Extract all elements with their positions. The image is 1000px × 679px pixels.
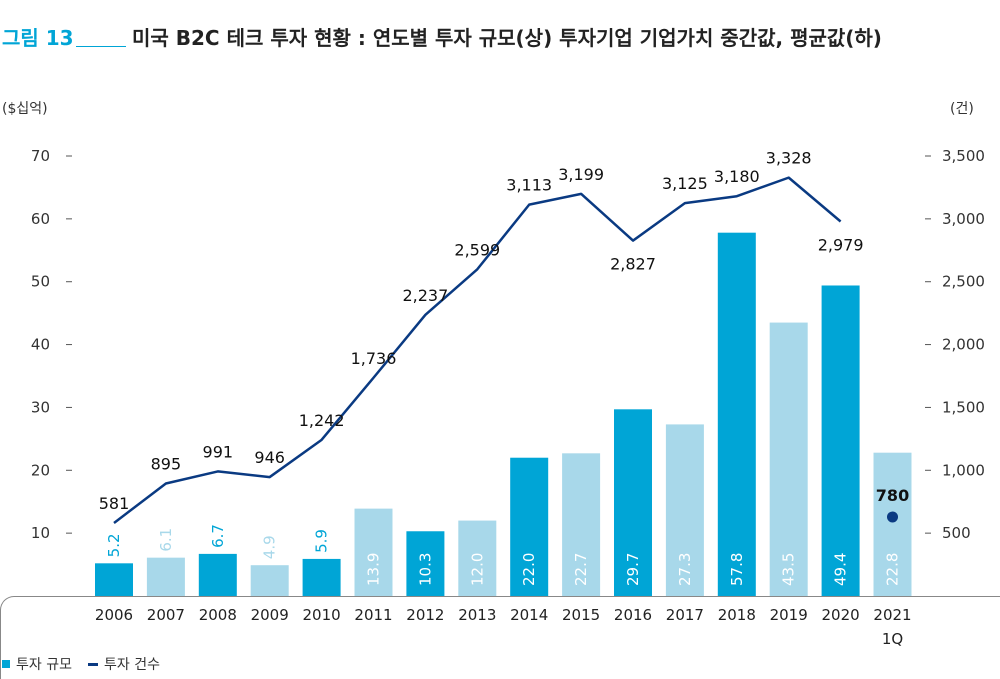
bar bbox=[458, 520, 497, 596]
bar-value-label: 22.8 bbox=[884, 553, 902, 586]
x-tick-label: 2012 bbox=[406, 606, 444, 624]
bar-value-label: 6.1 bbox=[157, 528, 175, 552]
x-tick-label: 2011 bbox=[354, 606, 392, 624]
bar-value-label: 5.9 bbox=[313, 529, 331, 553]
line-value-label: 3,180 bbox=[714, 167, 760, 186]
right-tick-label: 3,000 bbox=[942, 210, 985, 228]
line-value-label: 3,199 bbox=[558, 165, 604, 184]
right-tick-label: 2,500 bbox=[942, 273, 985, 291]
x-tick-label: 2009 bbox=[251, 606, 289, 624]
bar bbox=[821, 285, 860, 596]
bar bbox=[302, 558, 341, 596]
bar bbox=[717, 232, 756, 596]
line-value-label: 3,113 bbox=[506, 176, 552, 195]
bar bbox=[510, 457, 549, 596]
bar bbox=[665, 424, 704, 596]
bar bbox=[95, 563, 133, 596]
right-tick-label: 1,500 bbox=[942, 398, 985, 416]
legend: 투자 규모 투자 건수 bbox=[2, 654, 160, 674]
line-value-label: 3,328 bbox=[766, 149, 812, 168]
bar bbox=[406, 531, 445, 596]
legend-line-swatch bbox=[87, 662, 98, 666]
x-tick-label: 2013 bbox=[458, 606, 496, 624]
line-value-label: 2,599 bbox=[454, 240, 500, 259]
line-value-label: 1,242 bbox=[299, 411, 345, 430]
left-tick-label: 10 bbox=[31, 524, 50, 542]
line-value-label: 581 bbox=[99, 494, 130, 513]
legend-bar-swatch bbox=[2, 660, 10, 668]
bar-value-label: 43.5 bbox=[780, 553, 798, 586]
bar bbox=[614, 409, 652, 596]
x-tick-label: 2008 bbox=[199, 606, 237, 624]
figure-header: 그림 13 미국 B2C 테크 투자 현황 : 연도별 투자 규모(상) 투자기… bbox=[0, 22, 1000, 52]
left-axis-unit: ($십억) bbox=[2, 101, 48, 117]
x-tick-label: 2006 bbox=[95, 606, 133, 624]
bar bbox=[873, 452, 912, 596]
line-value-label: 1,736 bbox=[351, 349, 397, 368]
left-tick-label: 40 bbox=[31, 336, 50, 354]
x-tick-label: 2020 bbox=[822, 606, 860, 624]
line-value-label: 2,237 bbox=[402, 286, 448, 305]
line-value-label: 780 bbox=[876, 486, 909, 505]
figure-rule bbox=[76, 46, 126, 47]
x-tick-label: 2018 bbox=[718, 606, 756, 624]
bar bbox=[769, 322, 808, 596]
line-value-label: 3,125 bbox=[662, 174, 708, 193]
bar-value-label: 29.7 bbox=[624, 553, 642, 586]
right-tick-label: 1,000 bbox=[942, 461, 985, 479]
bar-value-label: 5.2 bbox=[105, 533, 123, 557]
x-tick-label: 2015 bbox=[562, 606, 600, 624]
bar-value-label: 10.3 bbox=[416, 553, 434, 586]
left-tick-label: 70 bbox=[31, 147, 50, 165]
right-tick-label: 500 bbox=[942, 524, 971, 542]
line-value-label: 2,979 bbox=[818, 235, 864, 254]
x-tick-label: 1Q bbox=[882, 630, 903, 648]
bar bbox=[250, 565, 289, 596]
figure-title: 미국 B2C 테크 투자 현황 : 연도별 투자 규모(상) 투자기업 기업가치… bbox=[132, 26, 882, 50]
line-value-label: 2,827 bbox=[610, 255, 656, 274]
right-tick-label: 3,500 bbox=[942, 147, 985, 165]
legend-line-label: 투자 건수 bbox=[103, 657, 160, 673]
x-tick-label: 2021 bbox=[873, 606, 911, 624]
x-tick-label: 2014 bbox=[510, 606, 548, 624]
line-point bbox=[887, 511, 898, 523]
left-tick-label: 50 bbox=[31, 273, 50, 291]
line-value-label: 946 bbox=[254, 448, 285, 467]
bar bbox=[146, 557, 185, 596]
bar-value-label: 13.9 bbox=[365, 553, 383, 586]
chart-frame bbox=[0, 596, 1000, 679]
x-tick-label: 2016 bbox=[614, 606, 652, 624]
bar-value-label: 22.7 bbox=[572, 553, 590, 586]
bar-value-label: 57.8 bbox=[728, 553, 746, 586]
bar bbox=[198, 553, 237, 596]
bar-value-label: 49.4 bbox=[832, 553, 850, 586]
bar-value-label: 6.7 bbox=[209, 524, 227, 548]
bar-value-label: 12.0 bbox=[468, 553, 486, 586]
legend-bar-label: 투자 규모 bbox=[16, 657, 72, 673]
bar bbox=[562, 453, 601, 596]
bar-value-label: 4.9 bbox=[261, 535, 279, 559]
x-tick-label: 2019 bbox=[770, 606, 808, 624]
bar-value-label: 27.3 bbox=[676, 553, 694, 586]
left-tick-label: 20 bbox=[31, 461, 50, 479]
right-axis-unit: (건) bbox=[950, 101, 974, 117]
figure-label: 그림 13 bbox=[2, 26, 74, 50]
bar-value-label: 22.0 bbox=[520, 553, 538, 586]
left-tick-label: 60 bbox=[31, 210, 50, 228]
x-tick-label: 2007 bbox=[147, 606, 185, 624]
x-tick-label: 2010 bbox=[303, 606, 341, 624]
bar bbox=[354, 508, 393, 596]
x-tick-label: 2017 bbox=[666, 606, 704, 624]
right-tick-label: 2,000 bbox=[942, 336, 985, 354]
left-tick-label: 30 bbox=[31, 398, 50, 416]
line-value-label: 895 bbox=[151, 454, 182, 473]
line-series bbox=[113, 176, 842, 524]
line-value-label: 991 bbox=[203, 442, 234, 461]
